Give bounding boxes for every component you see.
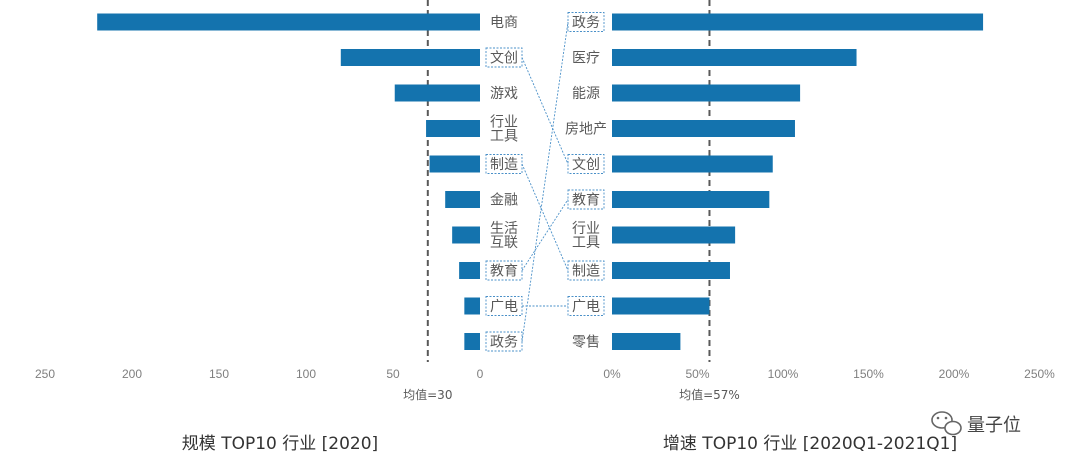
left-category-label-text: 政务	[490, 335, 518, 351]
right-category-label-box	[567, 154, 605, 174]
right-tick-label: 0%	[603, 367, 621, 381]
category-link-line	[521, 21, 569, 342]
left-bar	[340, 49, 480, 66]
left-category-label: 制造	[485, 154, 523, 174]
left-tick-label: 200	[122, 367, 142, 381]
right-bar	[612, 191, 770, 208]
category-link-line	[521, 163, 569, 271]
right-category-label-text: 房地产	[565, 122, 607, 138]
right-bar	[612, 297, 710, 315]
left-tick-label: 150	[209, 367, 229, 381]
left-category-label-text: 生活	[490, 221, 518, 237]
left-tick-label: 100	[296, 367, 316, 381]
left-category-label-text: 广电	[490, 299, 518, 315]
right-bar	[612, 120, 795, 137]
right-tick-label: 250%	[1024, 367, 1055, 381]
right-tick-label: 150%	[853, 367, 884, 381]
right-category-label: 能源	[572, 86, 600, 102]
left-bar	[394, 84, 480, 102]
right-category-label: 医疗	[572, 51, 600, 67]
left-category-label: 政务	[485, 331, 523, 352]
right-category-label-text: 能源	[572, 86, 600, 102]
right-category-label: 制造	[567, 260, 605, 281]
left-category-label-text: 金融	[490, 193, 518, 209]
right-category-label-box	[567, 296, 605, 316]
category-link-line	[521, 199, 569, 271]
right-category-label: 广电	[567, 296, 605, 316]
right-bar	[612, 49, 857, 66]
left-label-backdrop	[483, 0, 525, 360]
right-label-backdrop	[562, 0, 609, 360]
left-category-label-text: 游戏	[490, 86, 518, 102]
left-category-label: 文创	[485, 47, 523, 68]
right-bar	[612, 13, 984, 31]
right-growth-chart: 0% 50% 100% 150% 200% 250% 均值=57% 政务医疗能源房地产文创教育…	[562, 0, 1055, 402]
left-category-label: 金融	[490, 193, 518, 209]
right-bar	[612, 155, 773, 173]
left-category-label-text: 制造	[490, 157, 518, 173]
right-category-label: 文创	[567, 154, 605, 174]
right-category-label: 教育	[567, 189, 605, 210]
watermark: 量子位	[931, 411, 1021, 436]
right-chart-title: 增速 TOP10 行业 [2020Q1-2021Q1]	[663, 434, 957, 454]
right-tick-label: 100%	[768, 367, 799, 381]
left-tick-label: 50	[386, 367, 400, 381]
watermark-text: 量子位	[967, 415, 1021, 436]
left-category-label: 游戏	[490, 86, 518, 102]
right-category-label-text: 医疗	[572, 51, 600, 67]
right-category-label-box	[567, 12, 605, 32]
right-bar	[612, 333, 681, 350]
right-category-label: 政务	[567, 12, 605, 32]
right-category-label-text: 制造	[572, 264, 600, 280]
right-mean-label: 均值=57%	[679, 387, 740, 402]
right-category-label-box	[567, 189, 605, 210]
left-category-label-text: 工具	[490, 129, 518, 145]
left-category-label-text: 文创	[490, 51, 518, 67]
right-category-label-text: 文创	[572, 157, 600, 173]
right-category-label-text: 工具	[572, 235, 600, 251]
left-category-label-text: 行业	[490, 115, 518, 131]
left-tick-label: 250	[35, 367, 55, 381]
left-chart-title: 规模 TOP10 行业 [2020]	[182, 434, 378, 454]
left-mean-label: 均值=30	[403, 387, 452, 402]
category-links	[521, 21, 569, 342]
right-category-label-text: 行业	[572, 221, 600, 237]
right-category-label-text: 广电	[572, 299, 600, 315]
right-category-label-box	[567, 260, 605, 281]
left-category-label: 教育	[485, 260, 523, 281]
left-bar	[464, 297, 480, 315]
chart-titles: 规模 TOP10 行业 [2020] 增速 TOP10 行业 [2020Q1-2…	[182, 434, 957, 454]
right-category-label-text: 政务	[572, 15, 600, 31]
left-scale-chart: 250 200 150 100 50 0 均值=30 电商文创游戏行业工具制造金融生活互联教育…	[35, 0, 525, 402]
right-category-label-text: 教育	[572, 193, 600, 209]
left-tick-label: 0	[477, 367, 484, 381]
right-category-label: 房地产	[565, 122, 607, 138]
left-bar	[429, 155, 480, 173]
left-bar	[452, 226, 480, 244]
left-category-label: 广电	[485, 296, 523, 316]
left-category-label-text: 电商	[490, 15, 518, 31]
left-category-label-text: 互联	[490, 235, 518, 251]
right-tick-label: 200%	[939, 367, 970, 381]
category-link-line	[521, 57, 569, 165]
right-category-label-text: 零售	[572, 335, 600, 351]
left-bar	[426, 120, 480, 137]
left-bar	[464, 333, 480, 350]
left-bar	[459, 262, 480, 279]
right-bar	[612, 84, 801, 102]
right-category-label: 零售	[572, 335, 600, 351]
right-tick-label: 50%	[685, 367, 709, 381]
left-bar	[97, 13, 480, 31]
left-category-label: 电商	[490, 15, 518, 31]
left-bar	[445, 191, 480, 208]
right-bar	[612, 262, 730, 279]
left-category-label-text: 教育	[490, 264, 518, 280]
right-bar	[612, 226, 736, 244]
wechat-icon	[931, 411, 962, 436]
